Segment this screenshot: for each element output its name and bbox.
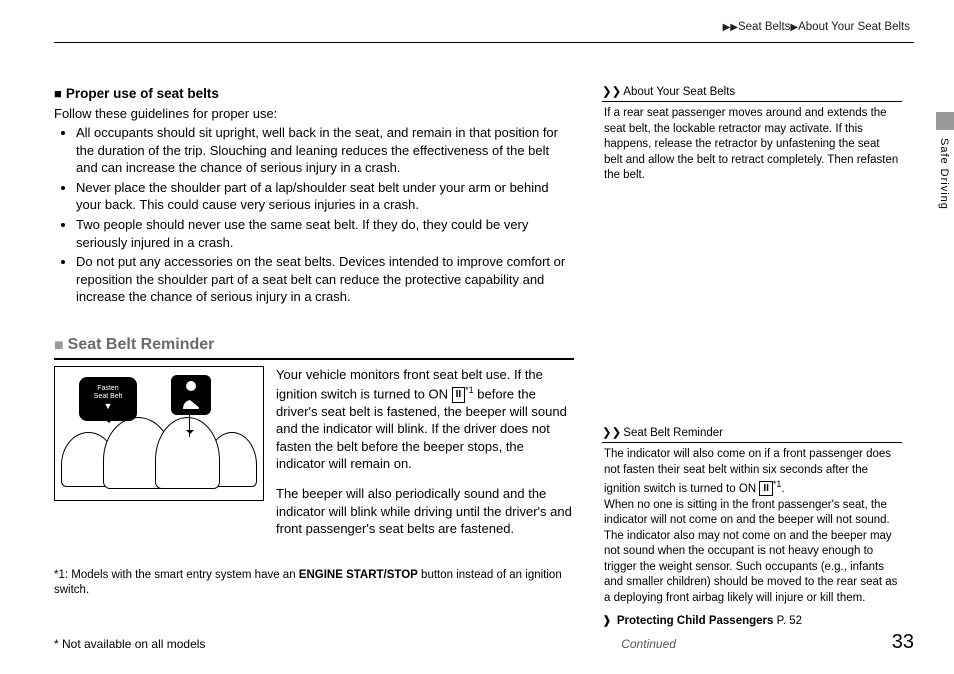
ignition-icon: II (759, 481, 773, 497)
reminder-p1: Your vehicle monitors front seat belt us… (276, 366, 574, 473)
reminder-text: Your vehicle monitors front seat belt us… (276, 366, 574, 549)
list-item: Two people should never use the same sea… (76, 216, 574, 251)
section-heading-reminder: ■Seat Belt Reminder (54, 334, 574, 361)
list-item: Never place the shoulder part of a lap/s… (76, 179, 574, 214)
square-bullet-icon: ■ (54, 86, 62, 101)
page-footer: * Not available on all models Continued … (54, 629, 914, 656)
footnote: *1: Models with the smart entry system h… (54, 568, 574, 599)
breadcrumb-part1: Seat Belts (738, 21, 790, 33)
reminder-p2: The beeper will also periodically sound … (276, 485, 574, 538)
section-tab (936, 112, 954, 130)
cross-reference: ❱ Protecting Child Passengers P. 52 (602, 614, 902, 630)
dashboard-illustration: FastenSeat Belt▼ (54, 366, 264, 501)
breadcrumb: ▶▶Seat Belts▶About Your Seat Belts (54, 20, 914, 40)
chevron-icon: ▶ (790, 22, 798, 33)
chevron-icon: ▶▶ (723, 22, 738, 33)
fasten-bubble: FastenSeat Belt▼ (79, 377, 137, 421)
section-heading-proper: ■Proper use of seat belts (54, 85, 574, 103)
sidenote-head-2: ❯❯Seat Belt Reminder (602, 426, 902, 444)
square-bullet-icon: ■ (54, 337, 64, 354)
sidenote-block-2: ❯❯Seat Belt Reminder The indicator will … (602, 426, 902, 630)
sidenote-body-1: If a rear seat passenger moves around an… (602, 106, 902, 184)
section-label: Safe Driving (936, 138, 951, 210)
content-columns: ■Proper use of seat belts Follow these g… (54, 85, 914, 630)
main-column: ■Proper use of seat belts Follow these g… (54, 85, 574, 630)
list-item: Do not put any accessories on the seat b… (76, 253, 574, 306)
intro-text: Follow these guidelines for proper use: (54, 105, 574, 123)
seatbelt-icon (171, 375, 211, 415)
ignition-icon: II (452, 387, 466, 403)
continued-label: Continued (205, 636, 891, 652)
divider (54, 42, 914, 43)
guidelines-list: All occupants should sit upright, well b… (54, 124, 574, 305)
reminder-block: FastenSeat Belt▼ Your vehicle monitors f… (54, 366, 574, 549)
page-number: 33 (892, 629, 914, 656)
double-chevron-icon: ❯❯ (602, 86, 621, 98)
breadcrumb-part2: About Your Seat Belts (798, 21, 910, 33)
link-icon: ❱ (602, 615, 612, 627)
sidenote-head-1: ❯❯About Your Seat Belts (602, 85, 902, 103)
sidenote-body-2: The indicator will also come on if a fro… (602, 447, 902, 606)
side-column: ❯❯About Your Seat Belts If a rear seat p… (602, 85, 902, 630)
page-content: ▶▶Seat Belts▶About Your Seat Belts ■Prop… (54, 20, 914, 630)
footer-note: * Not available on all models (54, 636, 205, 652)
list-item: All occupants should sit upright, well b… (76, 124, 574, 177)
double-chevron-icon: ❯❯ (602, 427, 621, 439)
